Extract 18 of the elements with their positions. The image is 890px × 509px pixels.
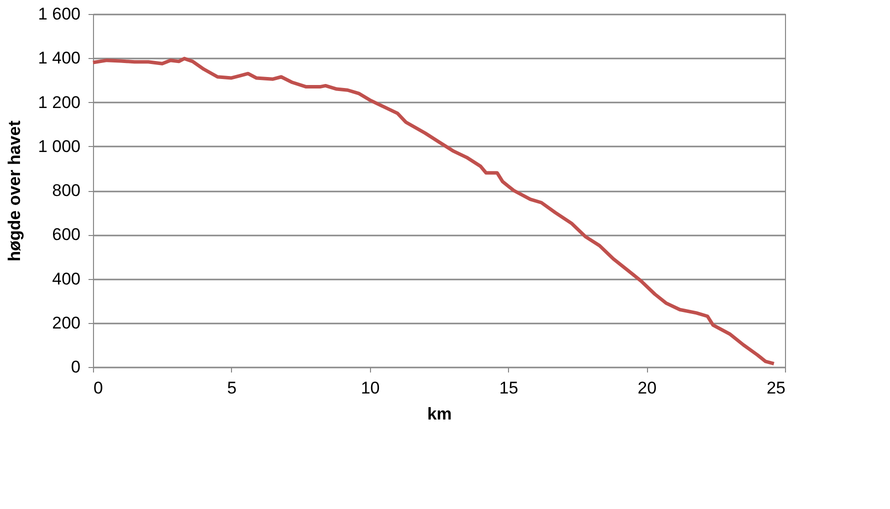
line-series bbox=[91, 56, 776, 366]
y-tick-label: 800 bbox=[52, 181, 80, 200]
x-tick-label: 25 bbox=[766, 378, 786, 398]
y-tick-label: 400 bbox=[52, 269, 80, 288]
x-tick-label: 5 bbox=[227, 378, 237, 398]
y-tick-label: 1 200 bbox=[38, 92, 80, 112]
y-axis-title: høgde over havet bbox=[4, 120, 24, 262]
y-tick-label: 600 bbox=[52, 225, 80, 244]
y-tick-label: 0 bbox=[71, 358, 80, 376]
y-tick-label: 1 400 bbox=[38, 48, 80, 68]
y-tick-label: 1 000 bbox=[38, 136, 80, 156]
x-tick-label: 20 bbox=[638, 378, 657, 398]
y-tick-label: 1 600 bbox=[38, 4, 80, 24]
x-axis-title: km bbox=[427, 404, 452, 424]
x-tick-label: 15 bbox=[499, 378, 518, 398]
y-tick-label: 200 bbox=[52, 313, 80, 332]
x-tick-label: 10 bbox=[360, 378, 380, 398]
x-tick-label: 0 bbox=[94, 378, 103, 398]
